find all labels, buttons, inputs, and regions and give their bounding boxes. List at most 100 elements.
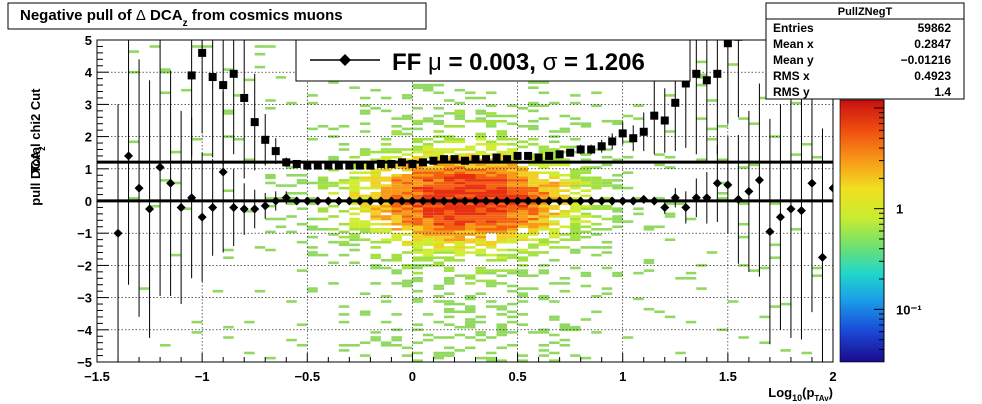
square-marker [324,161,333,170]
square-marker [608,137,617,146]
diamond-marker [796,206,806,216]
diamond-marker [775,212,785,222]
diamond-marker [786,204,796,214]
diamond-marker [723,180,733,190]
square-marker [313,161,322,170]
diamond-marker [471,196,481,206]
square-marker [303,161,312,170]
x-tick-label: 0 [409,369,416,384]
square-marker [240,93,249,102]
square-marker [639,127,648,136]
square-marker [292,159,301,168]
x-axis-title: Log10(pTAv) [768,385,833,403]
stats-row-value: 1.4 [934,85,951,99]
square-marker [471,155,480,164]
square-marker [482,155,491,164]
diamond-marker [292,196,302,206]
color-bar: 1 10⁻¹ [839,99,922,363]
x-axis: −1.5 −1 −0.5 0 0.5 1 1.5 2 [84,353,837,384]
diamond-marker [187,193,197,203]
x-tick-label: −0.5 [294,369,320,384]
square-marker [418,158,427,167]
square-marker [723,40,732,48]
square-marker [702,76,711,85]
diamond-marker [691,193,701,203]
color-bar-label: 10⁻¹ [896,302,922,317]
diamond-marker [386,196,396,206]
diamond-marker [618,196,628,206]
diamond-marker [124,151,134,161]
diamond-marker [544,196,554,206]
diamond-marker [828,183,833,193]
square-marker [376,159,385,168]
diamond-marker [681,202,691,212]
stats-row-label: Entries [773,21,814,35]
diamond-marker [649,196,659,206]
square-marker [545,151,554,160]
diamond-marker [555,196,565,206]
diamond-marker [817,252,827,262]
stats-row-value: 0.4923 [914,69,951,83]
square-marker [681,79,690,88]
square-marker [450,155,459,164]
x-tick-label: 2 [829,369,836,384]
stats-row-value: −0.01216 [901,53,952,67]
diamond-marker [481,196,491,206]
diamond-marker [397,196,407,206]
diamond-marker [807,178,817,188]
stats-row-label: RMS x [773,69,810,83]
diamond-marker [492,196,502,206]
square-marker [618,129,627,138]
square-marker [692,69,701,78]
legend-label: FF μ = 0.003, σ = 1.206 [392,49,645,76]
diamond-marker [323,196,333,206]
square-marker [597,142,606,151]
square-marker [271,147,280,156]
square-marker [282,158,291,167]
color-bar-label: 1 [896,202,903,217]
square-marker [566,148,575,157]
y-tick-label: 2 [85,130,92,145]
square-marker [713,69,722,78]
diamond-marker [597,196,607,206]
stats-row-value: 0.2847 [914,37,951,51]
diamond-marker [523,196,533,206]
square-marker [187,71,196,80]
diamond-marker [460,196,470,206]
title-box: Negative pull of Δ DCAz from cosmics muo… [7,2,427,30]
diamond-marker [428,196,438,206]
square-marker [334,161,343,170]
diamond-marker [176,202,186,212]
diamond-marker [670,193,680,203]
square-marker [439,155,448,164]
square-marker [660,116,669,125]
diamond-marker [302,196,312,206]
diamond-marker [534,196,544,206]
diamond-marker [145,204,155,214]
x-tick-label: −1.5 [84,369,110,384]
stats-row-value: 59862 [918,21,952,35]
square-marker [629,134,638,143]
diamond-marker [134,183,144,193]
square-marker [650,111,659,120]
y-tick-label: 3 [85,97,92,112]
square-marker [503,155,512,164]
color-bar-gradient [840,100,884,362]
diamond-marker [702,193,712,203]
square-marker [219,81,228,90]
x-tick-label: 0.5 [509,369,527,384]
stats-box-title: PullZNegT [838,6,893,18]
diamond-marker [113,228,123,238]
square-marker [587,145,596,154]
square-marker [408,159,417,168]
diamond-marker [502,196,512,206]
square-marker [429,156,438,165]
legend-box: FF μ = 0.003, σ = 1.206 [295,39,691,82]
stats-row-label: Mean x [773,37,814,51]
square-marker [524,151,533,160]
diamond-marker [712,178,722,188]
diamond-marker [576,196,586,206]
diamond-marker [607,196,617,206]
diamond-marker [754,175,764,185]
